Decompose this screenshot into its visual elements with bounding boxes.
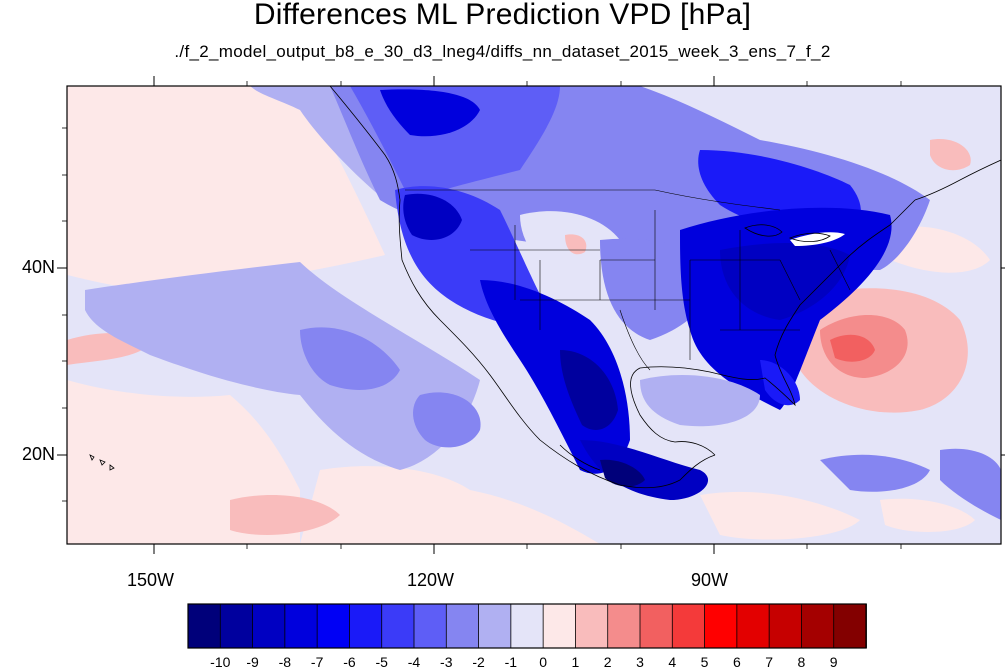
field-tropical-pink2 xyxy=(880,498,975,532)
field-lakes-streak xyxy=(790,232,845,246)
field-pacific-pink-south2 xyxy=(300,466,600,544)
colorbar-tick-label: -3 xyxy=(440,654,453,670)
field-caribbean xyxy=(820,454,930,492)
colorbar-tick-label: -8 xyxy=(278,654,292,670)
colorbar-tick-label: -7 xyxy=(310,654,324,670)
major-ticks xyxy=(57,76,1005,554)
colorbar-tick-label: 2 xyxy=(603,654,612,670)
field-mexico-south xyxy=(580,440,709,500)
lat-label-40n: 40N xyxy=(22,257,56,277)
colorbar-tick-label: -9 xyxy=(246,654,259,670)
colorbar-tick-label: 0 xyxy=(539,654,548,670)
map-subtitle: ./f_2_model_output_b8_e_30_d3_lneg4/diff… xyxy=(174,42,831,61)
field-east-core xyxy=(720,243,850,320)
colorbar-tick-label: 4 xyxy=(668,654,677,670)
state-borders xyxy=(405,189,851,371)
field-rockies-pink xyxy=(565,234,587,255)
colorbar-tick-label: -4 xyxy=(407,654,421,670)
field-tropical-pink xyxy=(700,491,860,540)
map-title: Differences ML Prediction VPD [hPa] xyxy=(253,0,752,31)
colorbar-tick-label: 1 xyxy=(571,654,580,670)
lon-label-120w: 120W xyxy=(407,570,455,590)
lat-label-20n: 20N xyxy=(22,444,56,464)
coastlines xyxy=(329,86,1001,489)
field-atlantic-pink-east xyxy=(930,139,971,171)
colorbar-tick-label: -2 xyxy=(472,654,485,670)
field-subtropical-blue-core2 xyxy=(413,392,481,448)
lon-label-150w: 150W xyxy=(127,570,175,590)
minor-ticks xyxy=(62,81,902,549)
field-subtropical-blue xyxy=(85,262,480,470)
colorbar-tick-label: -6 xyxy=(343,654,356,670)
colorbar-tick-label: -5 xyxy=(375,654,388,670)
field-caribbean-east xyxy=(940,448,1001,520)
field-florida xyxy=(760,360,800,406)
field-mexico-core xyxy=(560,350,618,430)
field-mexico-south-core xyxy=(600,459,645,487)
field-subtropical-blue-core xyxy=(300,327,400,390)
colorbar-tick-label: 9 xyxy=(829,654,838,670)
field-atlantic-core xyxy=(830,334,875,362)
field-canada-core xyxy=(380,89,480,137)
lon-label-90w: 90W xyxy=(691,570,729,590)
colorbar-tick-label: 6 xyxy=(732,654,741,670)
colorbar-tick-label: 8 xyxy=(797,654,806,670)
field-gulf xyxy=(640,375,760,427)
hawaii-islands xyxy=(89,454,115,471)
field-pacific-pink xyxy=(67,86,385,292)
field-pnw-core xyxy=(403,193,462,240)
colorbar-tick-label: 3 xyxy=(636,654,644,670)
colorbar-tick-label: 7 xyxy=(765,654,774,670)
colorbar-tick-label: -10 xyxy=(210,654,231,670)
colorbar-tick-label: -1 xyxy=(504,654,518,670)
colorbar-tick-label: 5 xyxy=(700,654,709,670)
field-pacific-pink-sw xyxy=(230,495,340,535)
